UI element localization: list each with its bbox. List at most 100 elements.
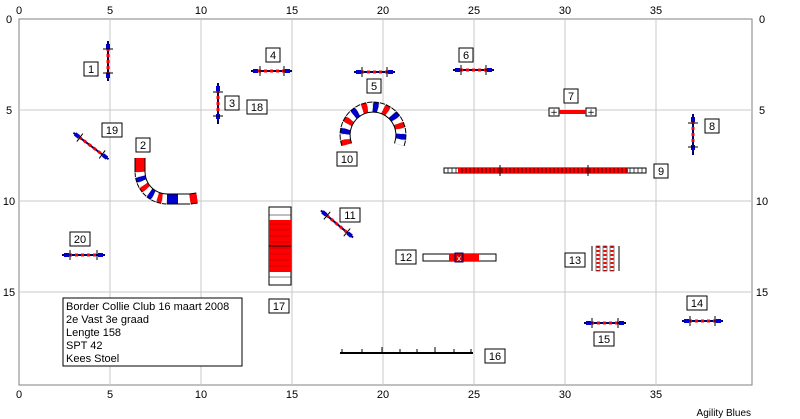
obstacle-13-weave (591, 245, 620, 272)
bottom-tick-label: 25 (468, 389, 480, 401)
label-5: 5 (366, 78, 382, 94)
label-9: 9 (653, 163, 669, 179)
course-info-box: Border Collie Club 16 maart 2008 2e Vast… (62, 297, 243, 367)
label-20: 20 (69, 231, 91, 247)
top-tick-label: 0 (16, 5, 22, 17)
left-tick-label: 15 (3, 287, 15, 299)
info-line-5: Kees Stoel (66, 353, 119, 365)
svg-text:1: 1 (88, 64, 94, 76)
top-axis: 0 5 10 15 20 25 30 35 (16, 5, 662, 17)
left-tick-label: 10 (3, 196, 15, 208)
label-17: 17 (268, 298, 290, 314)
top-tick-label: 35 (650, 5, 662, 17)
info-line-1: Border Collie Club 16 maart 2008 (66, 301, 229, 313)
info-line-2: 2e Vast 3e graad (66, 314, 149, 326)
info-line-3: Lengte 158 (66, 327, 121, 339)
left-tick-label: 0 (6, 14, 12, 26)
svg-text:9: 9 (658, 166, 664, 178)
top-tick-label: 25 (468, 5, 480, 17)
obstacle-17-aframe (268, 206, 292, 286)
obstacle-9-dogwalk (443, 165, 647, 176)
bottom-tick-label: 0 (16, 389, 22, 401)
label-10: 10 (336, 151, 358, 167)
label-14: 14 (686, 295, 708, 311)
obstacle-7-wall: + + (548, 107, 597, 118)
top-tick-label: 5 (107, 5, 113, 17)
obstacle-5-jump (354, 67, 395, 77)
label-18: 18 (246, 99, 268, 115)
svg-text:6: 6 (463, 50, 469, 62)
bottom-tick-label: 10 (195, 389, 207, 401)
svg-text:13: 13 (569, 255, 581, 267)
label-11: 11 (339, 207, 361, 223)
bottom-axis: 0 5 10 15 20 25 30 35 (16, 389, 662, 401)
obstacle-3-jump (213, 83, 223, 124)
obstacle-2-tunnel (134, 158, 198, 205)
right-tick-label: 10 (756, 196, 768, 208)
bottom-tick-label: 35 (650, 389, 662, 401)
obstacle-19-jump (72, 131, 110, 161)
right-tick-label: 0 (759, 14, 765, 26)
svg-text:18: 18 (251, 102, 263, 114)
obstacle-12-tire: x (422, 252, 497, 263)
dogwalk-slats (447, 168, 643, 173)
bottom-tick-label: 15 (286, 389, 298, 401)
top-tick-label: 20 (377, 5, 389, 17)
obstacle-10-tunnel (339, 101, 407, 146)
right-tick-label: 15 (756, 287, 768, 299)
obstacle-6-jump (453, 65, 494, 75)
svg-text:2: 2 (140, 140, 146, 152)
svg-text:3: 3 (229, 98, 235, 110)
svg-text:11: 11 (344, 210, 355, 222)
svg-text:8: 8 (709, 121, 715, 133)
svg-text:+: + (587, 108, 595, 118)
left-axis: 0 5 10 15 (3, 14, 15, 299)
obstacle-20-jump (62, 250, 105, 260)
svg-text:4: 4 (270, 50, 276, 62)
obstacle-labels: 1 2 3 4 5 6 7 8 9 10 11 12 13 14 15 16 1… (69, 47, 720, 364)
svg-text:15: 15 (598, 334, 610, 346)
obstacle-11-jump (320, 209, 354, 239)
label-1: 1 (83, 61, 99, 77)
info-line-4: SPT 42 (66, 340, 103, 352)
label-2: 2 (135, 137, 151, 153)
obstacle-8-jump (688, 114, 698, 155)
obstacle-4-jump (251, 66, 292, 76)
svg-text:x: x (457, 254, 462, 263)
label-16: 16 (484, 348, 506, 364)
obstacle-14-jump (682, 316, 723, 326)
right-axis: 0 5 10 15 (756, 14, 768, 299)
rail-ticks (341, 347, 472, 353)
label-4: 4 (265, 47, 281, 63)
credit-text: Agility Blues (697, 408, 751, 419)
svg-text:19: 19 (106, 125, 118, 137)
right-tick-label: 5 (759, 105, 765, 117)
label-13: 13 (564, 252, 586, 268)
top-tick-label: 15 (286, 5, 298, 17)
label-3: 3 (224, 95, 240, 111)
svg-text:20: 20 (74, 234, 86, 246)
aframe-slats (269, 214, 291, 278)
svg-text:7: 7 (568, 91, 574, 103)
svg-text:+: + (550, 108, 558, 118)
bottom-tick-label: 20 (377, 389, 389, 401)
svg-text:16: 16 (489, 351, 501, 363)
top-tick-label: 30 (559, 5, 571, 17)
obstacle-1-jump (103, 41, 113, 81)
bottom-tick-label: 30 (559, 389, 571, 401)
svg-text:14: 14 (691, 298, 703, 310)
svg-text:17: 17 (273, 301, 285, 313)
top-tick-label: 10 (195, 5, 207, 17)
label-12: 12 (395, 249, 417, 265)
obstacle-15-jump (584, 318, 626, 328)
svg-text:10: 10 (341, 154, 353, 166)
svg-text:5: 5 (371, 81, 377, 93)
label-8: 8 (704, 118, 720, 134)
label-6: 6 (458, 47, 474, 63)
svg-text:12: 12 (400, 252, 412, 264)
label-7: 7 (563, 88, 579, 104)
bottom-tick-label: 5 (107, 389, 113, 401)
label-15: 15 (593, 331, 615, 347)
label-19: 19 (101, 122, 123, 138)
